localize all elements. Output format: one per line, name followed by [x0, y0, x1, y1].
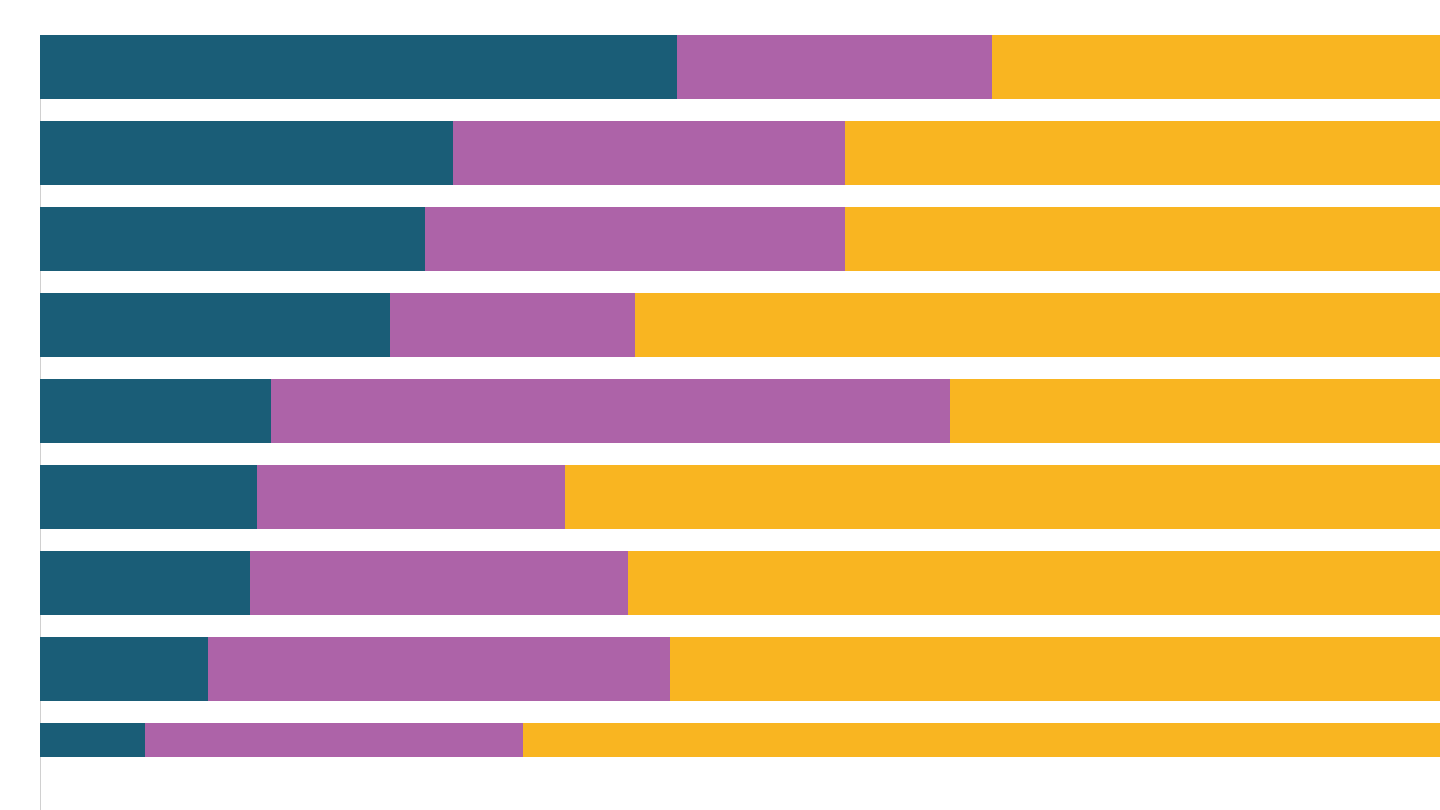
stacked-bar-chart	[40, 35, 1440, 810]
bar-segment-series_b	[145, 723, 523, 757]
bar-segment-series_a	[40, 121, 453, 185]
bar-segment-series_c	[845, 121, 1440, 185]
bar-row	[40, 551, 1440, 615]
bar-row	[40, 35, 1440, 99]
bar-segment-series_b	[257, 465, 565, 529]
bar-segment-series_a	[40, 723, 145, 757]
bar-row	[40, 379, 1440, 443]
bars-group	[40, 35, 1440, 757]
bar-segment-series_c	[670, 637, 1440, 701]
bar-segment-series_b	[425, 207, 845, 271]
bar-segment-series_b	[453, 121, 845, 185]
bar-segment-series_b	[250, 551, 628, 615]
bar-segment-series_a	[40, 379, 271, 443]
bar-segment-series_b	[271, 379, 950, 443]
bar-segment-series_c	[845, 207, 1440, 271]
bar-row	[40, 121, 1440, 185]
bar-segment-series_b	[390, 293, 635, 357]
bar-row	[40, 465, 1440, 529]
bar-segment-series_c	[523, 723, 1440, 757]
bar-segment-series_b	[208, 637, 670, 701]
bar-segment-series_a	[40, 637, 208, 701]
bar-row	[40, 637, 1440, 701]
bar-segment-series_a	[40, 293, 390, 357]
bar-segment-series_c	[992, 35, 1440, 99]
bar-row	[40, 723, 1440, 757]
bar-row	[40, 207, 1440, 271]
bar-segment-series_a	[40, 551, 250, 615]
bar-segment-series_a	[40, 465, 257, 529]
bar-segment-series_a	[40, 207, 425, 271]
bar-segment-series_c	[635, 293, 1440, 357]
bar-row	[40, 293, 1440, 357]
bar-segment-series_b	[677, 35, 992, 99]
bar-segment-series_c	[950, 379, 1440, 443]
bar-segment-series_c	[565, 465, 1440, 529]
bar-segment-series_c	[628, 551, 1440, 615]
bar-segment-series_a	[40, 35, 677, 99]
